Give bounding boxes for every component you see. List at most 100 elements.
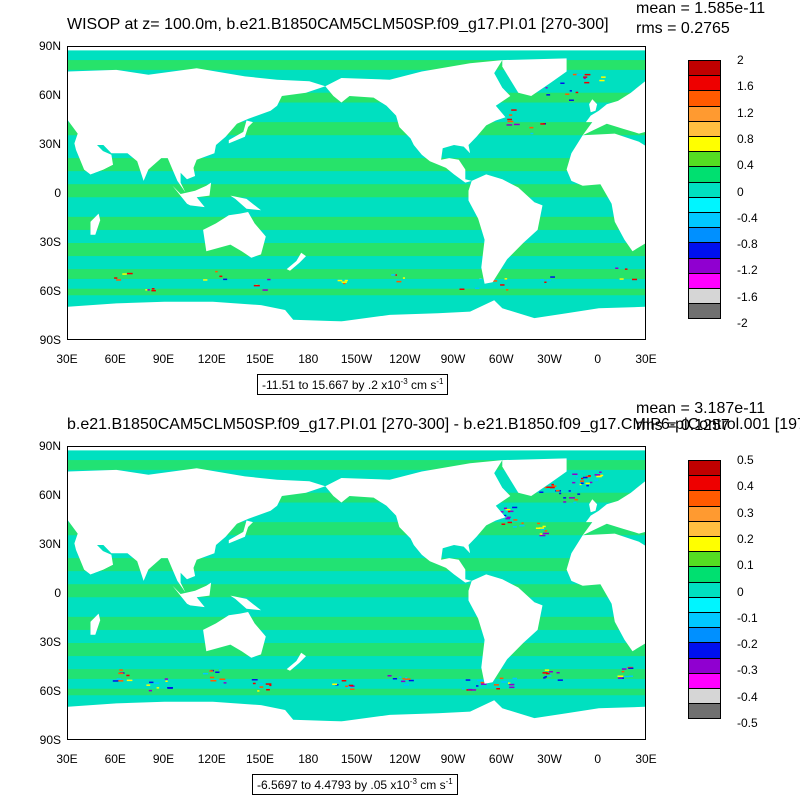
anomaly-speck xyxy=(632,278,638,281)
anomaly-speck xyxy=(468,688,473,691)
ocean-band xyxy=(68,460,645,470)
anomaly-speck xyxy=(540,279,544,281)
anomaly-speck xyxy=(628,667,634,669)
anomaly-speck xyxy=(269,684,272,687)
uk-landmass xyxy=(589,99,598,113)
anomaly-speck xyxy=(505,510,510,512)
colorbar-box xyxy=(688,90,721,107)
anomaly-speck xyxy=(546,672,550,675)
anomaly-speck xyxy=(164,678,169,680)
anomaly-speck xyxy=(265,683,272,685)
anomaly-speck xyxy=(575,91,579,94)
colorbar-label: -0.2 xyxy=(737,637,758,652)
anomaly-speck xyxy=(544,281,547,283)
anomaly-speck xyxy=(572,481,576,484)
japan-landmass xyxy=(228,520,253,544)
colorbar-box xyxy=(688,212,721,229)
lat-tick-label: 90N xyxy=(38,39,61,53)
new-zealand-landmass xyxy=(286,652,306,671)
anomaly-speck xyxy=(165,680,168,682)
lon-tick-label: 150W xyxy=(340,352,373,366)
lon-tick-label: 90E xyxy=(152,752,175,766)
colorbar-box xyxy=(688,596,721,613)
colorbar-label: -0.4 xyxy=(737,689,758,704)
indonesia-landmass xyxy=(172,182,212,208)
lon-tick-label: 0 xyxy=(594,752,602,766)
colorbar-box xyxy=(688,657,721,674)
anomaly-speck xyxy=(521,522,524,524)
colorbar-box xyxy=(688,581,721,598)
anomaly-speck xyxy=(511,109,517,111)
ocean-band xyxy=(68,492,645,503)
lat-tick-label: 90N xyxy=(38,439,61,453)
anomaly-speck xyxy=(513,519,518,521)
colorbar-label: -0.5 xyxy=(737,716,758,730)
panel-title: b.e21.B1850CAM5CLM50SP.f09_g17.PI.01 [27… xyxy=(67,416,800,433)
lat-tick-label: 90S xyxy=(39,333,61,347)
anomaly-speck xyxy=(126,679,133,682)
colorbar-box xyxy=(688,151,721,168)
ocean-band xyxy=(68,92,645,103)
lon-tick-label: 180 xyxy=(298,752,319,766)
lon-tick-label: 30E xyxy=(56,752,78,766)
anomaly-speck xyxy=(476,685,479,687)
new-guinea-landmass xyxy=(230,595,261,611)
anomaly-speck xyxy=(594,474,601,476)
anomaly-speck xyxy=(492,280,498,282)
panel-title: WISOP at z= 100.0m, b.e21.B1850CAM5CLM50… xyxy=(67,16,609,33)
anomaly-speck xyxy=(576,74,583,76)
anomaly-speck xyxy=(345,685,348,688)
anomaly-speck xyxy=(572,473,578,475)
lon-tick-label: 30W xyxy=(537,752,562,766)
anomaly-speck xyxy=(387,675,392,677)
anomaly-speck xyxy=(573,501,577,504)
colorbar-label: 0.2 xyxy=(737,531,754,546)
anomaly-speck xyxy=(629,675,634,677)
colorbar-box xyxy=(688,475,721,492)
anomaly-speck xyxy=(529,126,534,129)
anomaly-speck xyxy=(126,674,130,677)
anomaly-speck xyxy=(550,276,555,278)
ocean-band xyxy=(68,184,645,198)
anomaly-speck xyxy=(584,73,591,76)
anomaly-speck xyxy=(499,677,504,680)
colorbar-box xyxy=(688,303,721,320)
colorbar-label: -0.8 xyxy=(737,237,758,252)
anomaly-speck xyxy=(540,123,546,125)
ocean-band xyxy=(68,269,645,279)
anomaly-speck xyxy=(151,289,156,292)
anomaly-speck xyxy=(209,670,213,672)
anomaly-speck xyxy=(338,680,341,682)
colorbar-box xyxy=(688,242,721,259)
anomaly-speck xyxy=(513,123,520,126)
anomaly-speck xyxy=(506,516,511,519)
anomaly-speck xyxy=(219,678,226,680)
lon-tick-label: 120W xyxy=(389,752,421,766)
anomaly-speck xyxy=(394,274,398,276)
lon-tick-label: 30E xyxy=(635,352,657,366)
lat-tick-label: 0 xyxy=(54,586,61,600)
anomaly-speck xyxy=(218,669,222,671)
anomaly-speck xyxy=(544,530,548,532)
anomaly-speck xyxy=(252,682,256,685)
colorbar-box xyxy=(688,672,721,689)
ocean-band xyxy=(68,216,645,230)
lon-tick-label: 150W xyxy=(340,752,373,766)
anomaly-speck xyxy=(156,687,160,689)
anomaly-speck xyxy=(402,678,408,680)
india-arabia-landmass xyxy=(80,545,113,575)
lat-tick-label: 90S xyxy=(39,733,61,747)
anomaly-speck xyxy=(579,483,582,486)
anomaly-speck xyxy=(542,525,546,528)
anomaly-speck xyxy=(624,675,630,678)
anomaly-speck xyxy=(624,268,628,270)
colorbar-box xyxy=(688,505,721,522)
lat-tick-label: 60S xyxy=(39,684,61,698)
anomaly-speck xyxy=(546,279,551,281)
anomaly-speck xyxy=(405,677,408,679)
anomaly-speck xyxy=(547,675,552,677)
colorbar-label: -1.6 xyxy=(737,289,758,304)
colorbar-label: 0 xyxy=(737,184,744,199)
anomaly-speck xyxy=(392,678,398,680)
anomaly-speck xyxy=(477,679,483,682)
